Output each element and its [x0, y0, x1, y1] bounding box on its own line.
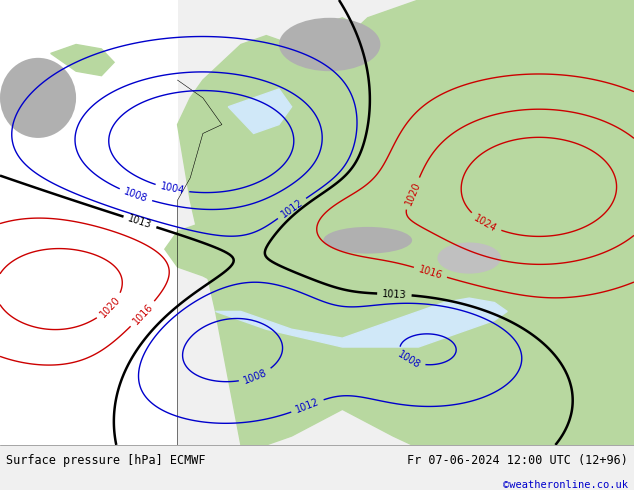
Text: 1020: 1020 [403, 180, 422, 207]
Polygon shape [216, 298, 507, 347]
Polygon shape [197, 98, 235, 133]
Text: 1012: 1012 [294, 397, 321, 415]
Ellipse shape [323, 227, 412, 254]
Polygon shape [51, 45, 114, 75]
Text: ©weatheronline.co.uk: ©weatheronline.co.uk [503, 480, 628, 490]
Text: 1004: 1004 [159, 181, 185, 196]
Text: 1016: 1016 [131, 302, 155, 326]
Text: 1012: 1012 [279, 197, 305, 220]
Polygon shape [266, 18, 368, 89]
Text: 1020: 1020 [98, 294, 122, 319]
Text: 1013: 1013 [127, 214, 153, 230]
Ellipse shape [437, 243, 501, 273]
Text: 1008: 1008 [396, 349, 422, 371]
Polygon shape [228, 89, 292, 133]
Text: 1016: 1016 [417, 264, 444, 281]
Text: 1008: 1008 [242, 368, 269, 386]
Ellipse shape [279, 18, 380, 71]
Text: 1024: 1024 [472, 213, 499, 234]
Text: 1008: 1008 [122, 187, 149, 204]
Polygon shape [178, 0, 634, 445]
Polygon shape [165, 222, 266, 289]
Bar [0, 0, 178, 445]
Text: Surface pressure [hPa] ECMWF: Surface pressure [hPa] ECMWF [6, 454, 206, 467]
Text: 1013: 1013 [382, 289, 407, 300]
Ellipse shape [0, 58, 76, 138]
Text: Fr 07-06-2024 12:00 UTC (12+96): Fr 07-06-2024 12:00 UTC (12+96) [407, 454, 628, 467]
